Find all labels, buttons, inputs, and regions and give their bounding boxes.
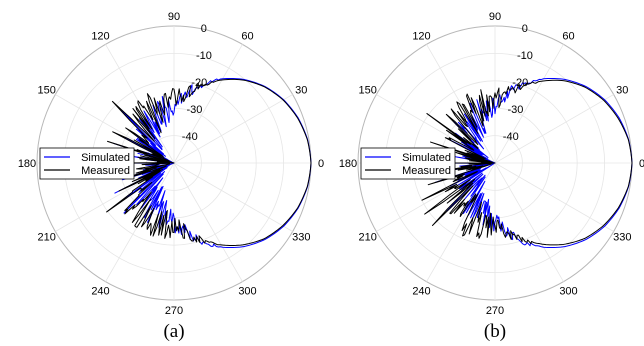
angle-tick-label: 330	[613, 232, 631, 244]
angle-tick-label: 60	[241, 31, 253, 43]
angle-tick-label: 90	[489, 11, 501, 23]
radius-tick-label: -40	[503, 131, 519, 143]
angle-tick-label: 240	[91, 285, 109, 297]
legend-label-simulated: Simulated	[81, 152, 130, 164]
series-measured-trace	[106, 78, 312, 246]
radius-tick-label: -40	[182, 131, 198, 143]
grid-spoke	[173, 94, 293, 164]
angle-tick-label: 150	[359, 85, 377, 97]
angle-tick-label: 330	[292, 232, 310, 244]
series-layer	[106, 77, 312, 249]
angle-tick-label: 180	[18, 158, 36, 170]
legend-label-measured: Measured	[402, 165, 451, 177]
grid-spoke	[426, 44, 496, 164]
polar-plot-b: 0 30 60 90 120 150 180 210 240 270 300 330 0 -10 -20 -3…	[339, 11, 644, 342]
tick-labels: 0 30 60 90 120 150 180 210 240 270 300 330 0 -10 -20 -3…	[339, 11, 644, 317]
angle-tick-label: 60	[562, 31, 574, 43]
angle-tick-label: 270	[165, 305, 183, 317]
angle-tick-label: 0	[318, 158, 324, 170]
polar-plot-a: 0 30 60 90 120 150 180 210 240 270 300 330 0 -10 -20 -3…	[18, 11, 324, 342]
grid-spoke	[173, 44, 243, 164]
angle-tick-label: 30	[616, 85, 628, 97]
angle-tick-label: 150	[38, 85, 56, 97]
radius-tick-label: 0	[201, 23, 207, 35]
series-measured-trace	[421, 79, 633, 246]
angle-tick-label: 0	[639, 158, 644, 170]
caption-b: (b)	[484, 321, 506, 342]
angle-tick-label: 120	[412, 31, 430, 43]
radius-tick-label: -10	[517, 50, 533, 62]
caption-a: (a)	[163, 321, 184, 342]
legend-box	[360, 147, 456, 180]
radius-tick-label: 0	[522, 23, 528, 35]
angle-tick-label: 120	[91, 31, 109, 43]
radius-tick-label: -20	[512, 77, 528, 89]
grid-spoke	[173, 162, 243, 282]
polar-grid	[357, 25, 633, 301]
grid-spoke	[173, 162, 293, 232]
radius-tick-label: -10	[196, 50, 212, 62]
legend-label-measured: Measured	[81, 165, 130, 177]
radius-tick-label: -30	[508, 104, 524, 116]
grid-spoke	[494, 162, 614, 232]
tick-labels: 0 30 60 90 120 150 180 210 240 270 300 330 0 -10 -20 -3…	[18, 11, 324, 317]
grid-spoke	[494, 44, 564, 164]
legend-label-simulated: Simulated	[402, 152, 451, 164]
angle-tick-label: 210	[38, 232, 56, 244]
grid-spoke	[494, 162, 564, 282]
series-layer	[421, 77, 633, 249]
angle-tick-label: 300	[238, 285, 256, 297]
angle-tick-label: 270	[486, 305, 504, 317]
angle-tick-label: 240	[412, 285, 430, 297]
angle-tick-label: 90	[168, 11, 180, 23]
legend-box	[39, 147, 135, 180]
angle-tick-label: 210	[359, 232, 377, 244]
grid-spoke	[494, 94, 614, 164]
angle-tick-label: 30	[295, 85, 307, 97]
radius-tick-label: -20	[191, 77, 207, 89]
angle-tick-label: 180	[339, 158, 357, 170]
radius-tick-label: -30	[187, 104, 203, 116]
angle-tick-label: 300	[559, 285, 577, 297]
